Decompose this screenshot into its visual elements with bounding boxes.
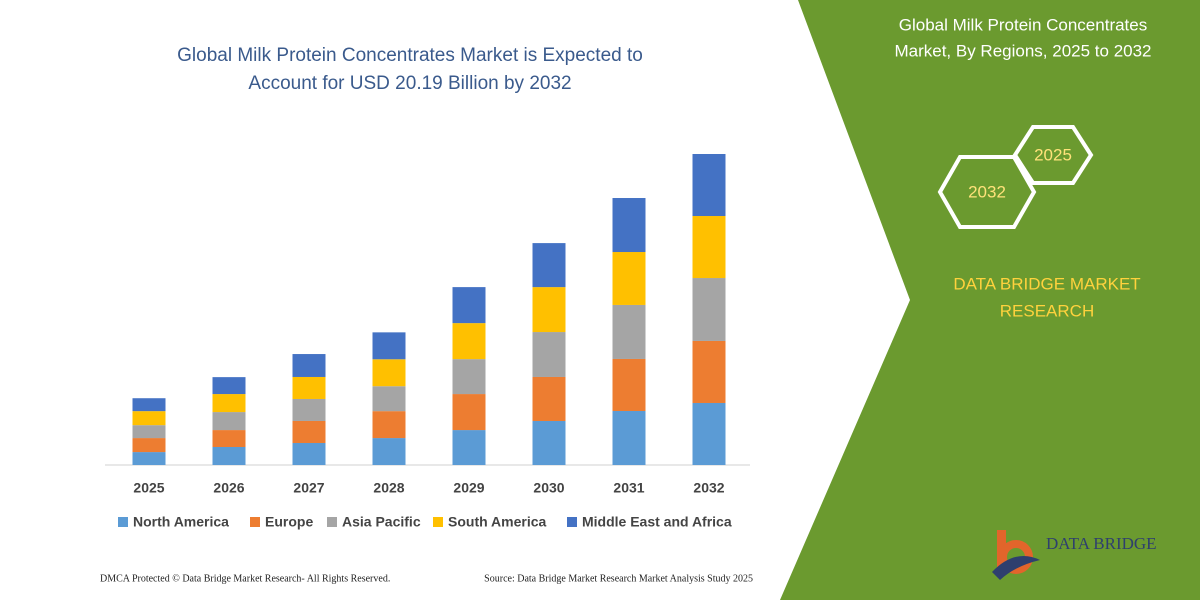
legend-label: North America xyxy=(133,514,229,530)
side-title: Global Milk Protein Concentrates xyxy=(899,15,1148,34)
bar-segment xyxy=(292,420,326,443)
bar-segment xyxy=(532,287,566,333)
brand-text: RESEARCH xyxy=(1000,301,1094,320)
legend-swatch xyxy=(433,517,443,527)
x-tick-label: 2031 xyxy=(613,480,644,496)
bar-segment xyxy=(612,198,646,253)
bar-segment xyxy=(212,394,246,413)
bar-segment xyxy=(132,452,166,465)
x-tick-label: 2029 xyxy=(453,480,484,496)
bar-segment xyxy=(292,376,326,399)
bar-segment xyxy=(692,216,726,279)
bar-segment xyxy=(452,430,486,465)
x-tick-label: 2025 xyxy=(133,480,164,496)
bar-segment xyxy=(612,304,646,359)
bar-segment xyxy=(372,332,406,360)
x-tick-label: 2026 xyxy=(213,480,244,496)
bar-segment xyxy=(452,394,486,431)
logo-icon xyxy=(992,530,1040,580)
bar-segment xyxy=(532,420,566,465)
logo-text: DATA BRIDGE xyxy=(1046,534,1157,553)
bar-segment xyxy=(292,442,326,465)
legend-swatch xyxy=(567,517,577,527)
legend-swatch xyxy=(118,517,128,527)
bar-segment xyxy=(132,438,166,453)
x-tick-label: 2030 xyxy=(533,480,564,496)
side-title: Market, By Regions, 2025 to 2032 xyxy=(894,41,1151,60)
bar-segment xyxy=(292,354,326,377)
legend-label: South America xyxy=(448,514,546,530)
brand-text: DATA BRIDGE MARKET xyxy=(953,274,1140,293)
legend-label: Asia Pacific xyxy=(342,514,421,530)
bar-segment xyxy=(692,402,726,465)
chart-title: Account for USD 20.19 Billion by 2032 xyxy=(248,73,571,94)
footer-left: DMCA Protected © Data Bridge Market Rese… xyxy=(100,573,390,584)
legend-swatch xyxy=(327,517,337,527)
bar-segment xyxy=(692,340,726,403)
legend-swatch xyxy=(250,517,260,527)
footer-right: Source: Data Bridge Market Research Mark… xyxy=(484,573,753,584)
bar-segment xyxy=(612,358,646,411)
bar-segment xyxy=(212,377,246,395)
bar-segment xyxy=(612,410,646,465)
bar-segment xyxy=(692,154,726,217)
bar-segment xyxy=(612,252,646,305)
bar-segment xyxy=(212,446,246,465)
hexagon-label: 2025 xyxy=(1034,145,1072,164)
hexagon xyxy=(1012,125,1094,185)
bar-segment xyxy=(292,398,326,421)
bar-segment xyxy=(372,359,406,387)
x-tick-label: 2027 xyxy=(293,480,324,496)
chart-title: Global Milk Protein Concentrates Market … xyxy=(177,45,643,66)
bar-segment xyxy=(212,430,246,447)
bar-segment xyxy=(372,411,406,439)
bar-segment xyxy=(532,243,566,288)
x-tick-label: 2028 xyxy=(373,480,404,496)
bar-segment xyxy=(372,386,406,412)
legend-label: Middle East and Africa xyxy=(582,514,732,530)
x-tick-label: 2032 xyxy=(693,480,724,496)
bar-segment xyxy=(212,412,246,431)
bar-segment xyxy=(452,359,486,395)
legend-label: Europe xyxy=(265,514,313,530)
bar-segment xyxy=(692,278,726,341)
bar-segment xyxy=(372,438,406,465)
hexagon-label: 2032 xyxy=(968,182,1006,201)
side-panel-bg xyxy=(780,0,1200,600)
bar-segment xyxy=(132,425,166,439)
bar-segment xyxy=(132,398,166,412)
bar-segment xyxy=(532,332,566,377)
bar-segment xyxy=(132,411,166,426)
bar-segment xyxy=(452,287,486,324)
bar-segment xyxy=(452,323,486,360)
bar-segment xyxy=(532,376,566,421)
